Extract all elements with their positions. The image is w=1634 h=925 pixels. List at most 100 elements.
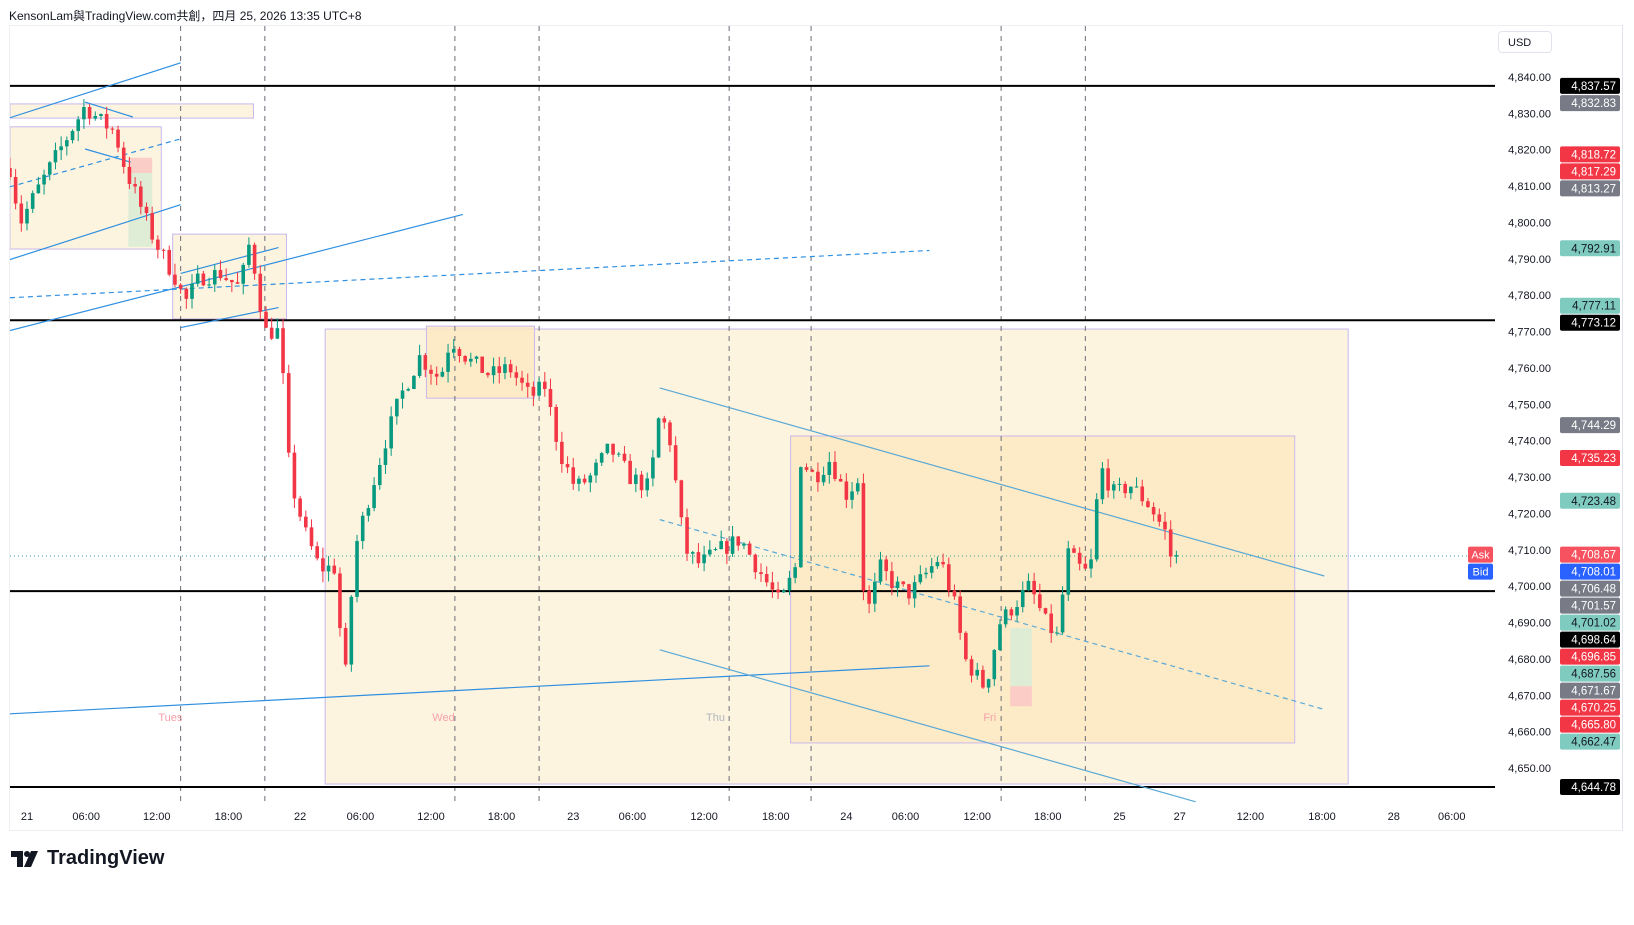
candle[interactable] xyxy=(167,245,172,277)
candle[interactable] xyxy=(332,558,337,575)
candle[interactable] xyxy=(144,202,149,221)
candle[interactable] xyxy=(104,106,109,139)
candle[interactable] xyxy=(70,129,75,144)
candle[interactable] xyxy=(309,519,314,550)
candle[interactable] xyxy=(901,581,906,587)
candle[interactable] xyxy=(65,136,69,156)
candle[interactable] xyxy=(531,381,536,407)
candle[interactable] xyxy=(429,364,433,385)
candle[interactable] xyxy=(218,260,223,281)
candle[interactable] xyxy=(616,451,621,458)
candle[interactable] xyxy=(463,355,467,365)
candle[interactable] xyxy=(827,452,832,484)
candle[interactable] xyxy=(582,474,587,485)
candle[interactable] xyxy=(1032,572,1036,605)
candle[interactable] xyxy=(1100,462,1105,505)
candle[interactable] xyxy=(1094,493,1099,562)
candle[interactable] xyxy=(19,195,24,232)
candle[interactable] xyxy=(497,356,502,384)
candle[interactable] xyxy=(366,504,371,522)
candle[interactable] xyxy=(230,279,234,293)
candle[interactable] xyxy=(1174,550,1179,564)
candle[interactable] xyxy=(127,157,132,189)
candle[interactable] xyxy=(605,443,610,455)
candle[interactable] xyxy=(372,477,376,512)
candle[interactable] xyxy=(275,318,280,340)
candle[interactable] xyxy=(873,572,877,613)
candle[interactable] xyxy=(668,420,672,452)
candle[interactable] xyxy=(719,530,723,550)
candle[interactable] xyxy=(156,235,160,259)
drawing-rectangle[interactable] xyxy=(1010,628,1032,687)
candle[interactable] xyxy=(747,541,752,556)
candle[interactable] xyxy=(423,352,428,378)
candle[interactable] xyxy=(1157,508,1162,527)
candle[interactable] xyxy=(1106,458,1110,498)
candle[interactable] xyxy=(645,472,650,497)
candle[interactable] xyxy=(918,565,923,585)
candle[interactable] xyxy=(867,585,871,614)
currency-button[interactable]: USD xyxy=(1498,31,1552,53)
candle[interactable] xyxy=(321,547,325,583)
candle[interactable] xyxy=(121,141,126,174)
candle[interactable] xyxy=(810,468,815,473)
candle[interactable] xyxy=(36,176,41,194)
candle[interactable] xyxy=(412,375,416,390)
candle[interactable] xyxy=(833,451,837,482)
candle[interactable] xyxy=(884,555,888,581)
candle[interactable] xyxy=(639,470,644,499)
time-axis[interactable]: 21 06:00 12:00 18:00 22 06:00 12:00 18:00 23 06:0… xyxy=(21,811,1466,823)
candle[interactable] xyxy=(1009,607,1014,621)
candle[interactable] xyxy=(469,352,473,367)
candle[interactable] xyxy=(964,631,968,662)
candle[interactable] xyxy=(844,473,849,509)
candle[interactable] xyxy=(690,550,695,564)
candle[interactable] xyxy=(446,343,450,383)
candle[interactable] xyxy=(793,562,797,584)
candle[interactable] xyxy=(770,571,775,598)
candle[interactable] xyxy=(377,457,382,490)
candle[interactable] xyxy=(1111,480,1116,499)
candle[interactable] xyxy=(508,359,513,378)
drawing-rectangle[interactable] xyxy=(172,233,287,320)
candle[interactable] xyxy=(1060,586,1065,635)
candle[interactable] xyxy=(611,443,615,463)
candle[interactable] xyxy=(764,566,769,587)
plot-area[interactable]: Tues Wed Thu Fri xyxy=(8,26,1495,830)
candle[interactable] xyxy=(1077,547,1082,571)
candle[interactable] xyxy=(269,317,274,341)
candle[interactable] xyxy=(577,475,581,492)
candle[interactable] xyxy=(491,357,496,384)
candle[interactable] xyxy=(59,136,63,161)
candle[interactable] xyxy=(457,346,462,363)
candle[interactable] xyxy=(161,248,166,259)
candle[interactable] xyxy=(264,306,268,329)
candle[interactable] xyxy=(981,665,985,689)
candle[interactable] xyxy=(525,373,530,398)
candle[interactable] xyxy=(776,581,780,599)
candle[interactable] xyxy=(87,104,92,125)
candle[interactable] xyxy=(986,678,991,693)
candle[interactable] xyxy=(30,190,35,213)
candle[interactable] xyxy=(935,556,940,569)
candle[interactable] xyxy=(1089,548,1093,578)
trend-line[interactable] xyxy=(180,306,279,329)
candle[interactable] xyxy=(133,177,137,194)
candle[interactable] xyxy=(1043,607,1048,615)
candle[interactable] xyxy=(474,355,479,364)
candle[interactable] xyxy=(662,415,667,429)
candle[interactable] xyxy=(1163,511,1167,540)
price-axis[interactable]: 4,840.00 4,830.00 4,820.00 4,810.00 4,800.00… xyxy=(1508,72,1551,775)
candle[interactable] xyxy=(486,371,490,378)
candle[interactable] xyxy=(42,169,46,195)
candle[interactable] xyxy=(804,463,809,473)
candle[interactable] xyxy=(434,366,439,386)
candle[interactable] xyxy=(907,583,911,605)
candle[interactable] xyxy=(799,466,803,569)
candle[interactable] xyxy=(93,111,98,121)
candle[interactable] xyxy=(1123,481,1127,499)
candle[interactable] xyxy=(542,372,547,397)
candle[interactable] xyxy=(451,338,456,359)
candle[interactable] xyxy=(355,534,359,603)
